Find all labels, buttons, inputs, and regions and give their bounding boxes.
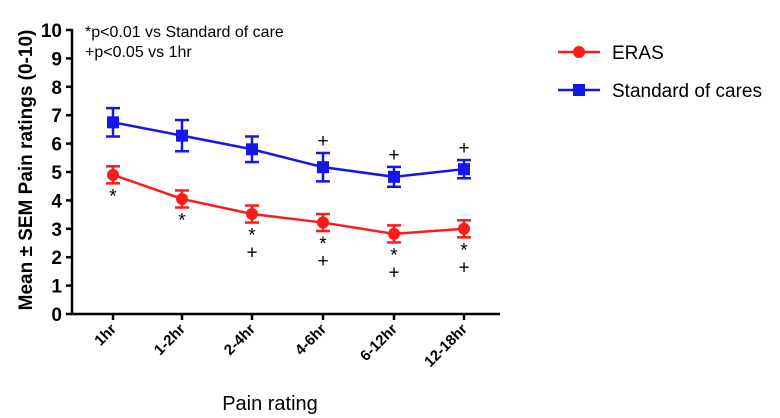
significance-mark: * [109,186,117,207]
x-tick-label: 1-2hr [151,321,189,359]
y-tick-label: 7 [51,106,62,127]
y-tick-label: 10 [41,21,62,42]
data-point [388,170,400,183]
annotation-significance-1hr: +p<0.05 vs 1hr [85,44,192,61]
y-tick-label: 8 [51,78,62,99]
data-point [176,192,188,205]
data-point [317,216,329,229]
plot-area: ***+ *+ *+*+++ + [106,106,471,283]
legend-marker [573,84,585,96]
data-point [317,161,329,174]
significance-mark: + [388,262,399,283]
data-point [107,168,119,181]
legend: ERAS Standard of cares [558,43,762,102]
x-ticks: 1hr 1-2hr 2-4hr 4-6hr 6-12hr 12-18hr [91,314,471,371]
y-ticks: 0 1 2 3 4 5 6 7 8 9 10 [41,21,72,326]
significance-mark: * [178,211,186,232]
y-tick-label: 9 [51,49,62,70]
data-point [107,116,119,129]
y-tick-label: 2 [51,248,62,269]
y-tick-label: 1 [51,277,62,298]
legend-label: Standard of cares [612,81,762,102]
data-point [388,227,400,240]
annotation-significance-soc: *p<0.01 vs Standard of care [85,24,284,41]
y-tick-label: 4 [51,191,62,212]
series-line [112,173,465,236]
significance-mark: + [246,243,257,264]
y-tick-label: 3 [51,220,62,241]
x-axis-label: Pain rating [222,393,318,415]
x-tick-label: 6-12hr [357,321,401,365]
legend-item: ERAS [558,43,664,64]
series-line [112,121,465,179]
data-point [176,129,188,142]
legend-item: Standard of cares [558,81,762,102]
y-tick-label: 5 [51,163,62,184]
data-point [458,163,470,176]
data-point [246,143,258,156]
y-tick-label: 6 [51,135,62,156]
data-point [246,208,258,221]
x-tick-label: 1hr [91,321,120,350]
significance-mark: + [458,257,469,278]
x-tick-label: 12-18hr [421,321,471,371]
legend-marker [573,46,585,58]
series-eras: ***+ *+ *+*+ [106,165,471,283]
y-tick-label: 0 [51,305,62,326]
x-tick-label: 2-4hr [221,321,259,359]
significance-mark: * [248,226,256,247]
significance-mark: * [390,245,398,266]
y-axis-label: Mean ± SEM Pain ratings (0-10) [16,30,37,311]
significance-mark: + [388,145,399,166]
significance-mark: + [317,251,328,272]
legend-label: ERAS [612,43,664,64]
significance-mark: * [460,240,468,261]
significance-mark: * [319,234,327,255]
significance-mark: + [458,138,469,159]
x-tick-label: 4-6hr [292,321,330,359]
significance-mark: + [317,131,328,152]
data-point [458,222,470,235]
series-standard-of-cares: + + + [106,106,471,189]
